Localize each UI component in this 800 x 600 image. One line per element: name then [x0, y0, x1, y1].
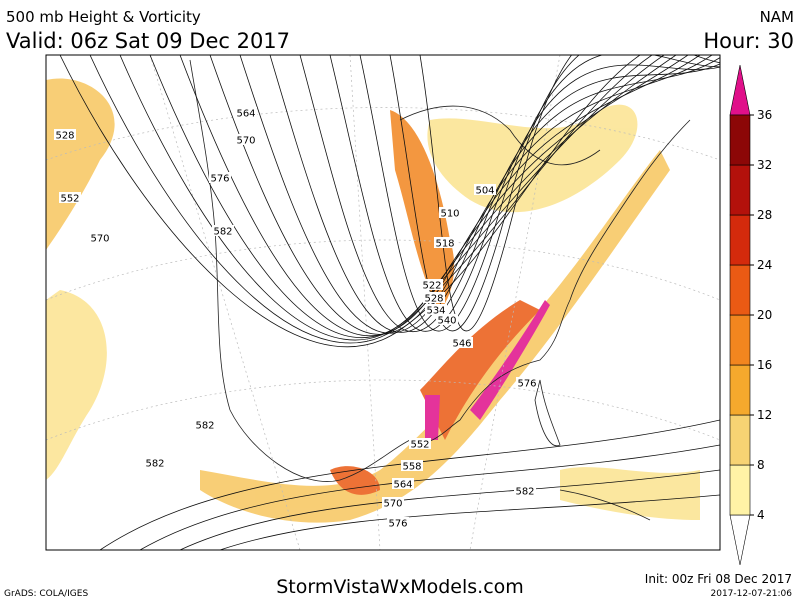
contour-line [359, 55, 720, 332]
site-name: StormVistaWxModels.com [276, 576, 524, 598]
colorbar-tick-label: 12 [757, 408, 772, 422]
contour-line [239, 55, 713, 334]
contour-label-box [423, 292, 445, 303]
contour-label: 564 [236, 109, 255, 120]
timestamp: 2017-12-07-21:06 [711, 589, 793, 599]
contour-label-box [387, 517, 409, 528]
contour-label-box [54, 129, 76, 140]
map-area: 5645705765825285525705045105185225285345… [45, 54, 721, 551]
colorbar-tick-label: 24 [757, 258, 772, 272]
colorbar-segment [729, 214, 751, 266]
contour-label: 570 [236, 136, 255, 147]
contour-label: 534 [426, 306, 445, 317]
contour-label-box [235, 107, 257, 118]
colorbar-segment [729, 414, 751, 466]
contour-label-box [401, 460, 423, 471]
contour-label: 582 [145, 459, 164, 470]
contour-label: 528 [424, 294, 443, 305]
contour-label-box [235, 134, 257, 145]
contour-label: 510 [440, 209, 459, 220]
contour-label-box [194, 419, 216, 430]
contour-label: 570 [90, 234, 109, 245]
contour-line [59, 55, 641, 348]
init-time: Init: 00z Fri 08 Dec 2017 [645, 572, 792, 586]
contour-label-box [425, 304, 447, 315]
contour-label-box [209, 172, 231, 183]
software-credit: GrADS: COLA/IGES [4, 589, 88, 599]
contour-label: 582 [213, 227, 232, 238]
forecast-hour: Hour: 30 [703, 29, 794, 53]
contour-label-box [144, 457, 166, 468]
contour-line [389, 55, 720, 332]
contour-label-box [421, 279, 443, 290]
contour-label-box [516, 377, 538, 388]
colorbar-segment [729, 364, 751, 416]
graticule [46, 55, 720, 550]
colorbar-tick-label: 36 [757, 108, 772, 122]
contour-line [179, 55, 689, 337]
title: 500 mb Height & Vorticity [6, 8, 201, 26]
colorbar-tick-label: 32 [757, 158, 772, 172]
contour-label-box [451, 337, 473, 348]
colorbar-tick-label: 20 [757, 308, 772, 322]
contour-label: 576 [210, 174, 229, 185]
contour-label-box [514, 485, 536, 496]
contour-line [419, 55, 720, 332]
contour-label-box [59, 192, 81, 203]
contour-label: 546 [452, 339, 471, 350]
model-name: NAM [760, 8, 794, 26]
contour-label-box [212, 225, 234, 236]
contour-line [99, 419, 720, 550]
contour-label-box [436, 314, 458, 325]
colorbar-tick-label: 4 [757, 508, 765, 522]
contour-label-box [474, 184, 496, 195]
contour-label-box [382, 497, 404, 508]
contour-label: 558 [402, 462, 421, 473]
contour-label: 570 [383, 499, 402, 510]
contour-label: 552 [410, 440, 429, 451]
colorbar: 4 8 12 16 20 24 28 32 36 [729, 64, 772, 566]
contour-line [149, 55, 677, 338]
map-frame [45, 54, 721, 551]
colorbar-segment [729, 264, 751, 316]
contour-label-box [89, 232, 111, 243]
contour-label: 518 [435, 239, 454, 250]
contour-label: 528 [55, 131, 74, 142]
contour-label: 576 [388, 519, 407, 530]
contour-line [329, 55, 720, 332]
contour-label: 522 [422, 281, 441, 292]
height-contours [59, 55, 720, 550]
contour-label: 540 [437, 316, 456, 327]
colorbar-segment [729, 164, 751, 216]
contour-label-box [392, 478, 414, 489]
contour-label: 504 [475, 186, 494, 197]
contour-line [179, 469, 720, 550]
contour-label-box [439, 207, 461, 218]
contour-label: 576 [517, 379, 536, 390]
contour-label: 552 [60, 194, 79, 205]
colorbar-tick-label: 28 [757, 208, 772, 222]
colorbar-tick-label: 8 [757, 458, 765, 472]
contour-line [269, 55, 720, 333]
contour-label: 582 [195, 421, 214, 432]
colorbar-tick-label: 16 [757, 358, 772, 372]
colorbar-segment [729, 314, 751, 366]
contour-label-box [409, 438, 431, 449]
colorbar-segment [729, 464, 751, 516]
contour-line [219, 494, 720, 550]
contour-line [299, 55, 720, 333]
contour-label: 582 [515, 487, 534, 498]
contour-label: 564 [393, 480, 412, 491]
valid-time: Valid: 06z Sat 09 Dec 2017 [6, 29, 290, 53]
contour-label-box [434, 237, 456, 248]
contour-line [119, 55, 665, 341]
colorbar-segment [729, 114, 751, 166]
